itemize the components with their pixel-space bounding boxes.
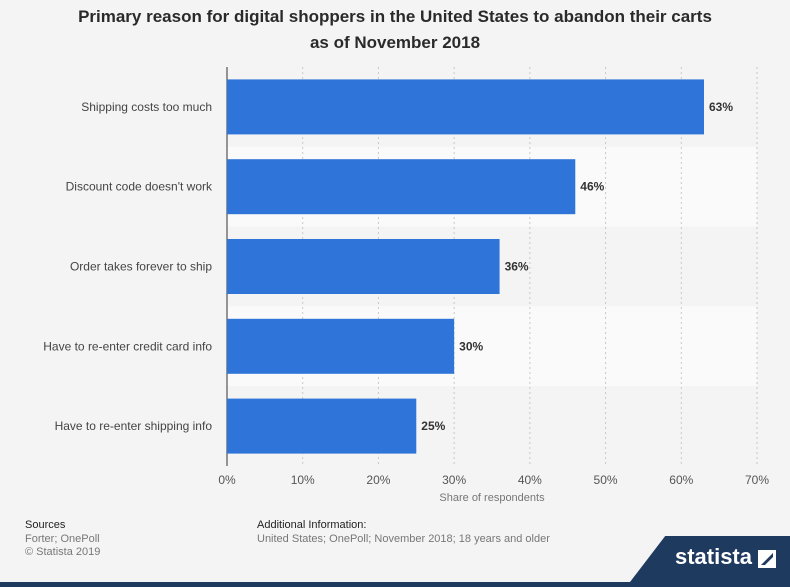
additional-info-text: United States; OnePoll; November 2018; 1… bbox=[257, 533, 550, 545]
sources-section: Sources Forter; OnePoll © Statista 2019 bbox=[25, 519, 100, 559]
x-axis-label: Share of respondents bbox=[439, 492, 545, 504]
x-tick-label: 10% bbox=[291, 473, 315, 487]
x-tick-label: 60% bbox=[669, 473, 693, 487]
sources-title: Sources bbox=[25, 519, 66, 531]
sources-line-1: Forter; OnePoll bbox=[25, 533, 100, 545]
chart-title: Primary reason for digital shoppers in t… bbox=[0, 4, 790, 56]
x-tick-label: 40% bbox=[518, 473, 542, 487]
data-label: 25% bbox=[421, 419, 445, 433]
data-label: 30% bbox=[459, 339, 483, 353]
x-tick-label: 70% bbox=[745, 473, 769, 487]
bar bbox=[227, 159, 576, 215]
category-label: Discount code doesn't work bbox=[66, 180, 213, 194]
category-label: Order takes forever to ship bbox=[70, 260, 212, 274]
brand-bottom-bar bbox=[0, 582, 790, 587]
sources-line-2: © Statista 2019 bbox=[25, 546, 101, 558]
additional-info-section: Additional Information: United States; O… bbox=[257, 519, 550, 546]
category-label: Have to re-enter credit card info bbox=[43, 339, 212, 353]
statista-logo-icon bbox=[758, 550, 776, 568]
bar-chart: 0% 10% 20% 30% 40% 50% 60% 70% Shipping costs to… bbox=[43, 67, 769, 504]
category-label: Shipping costs too much bbox=[81, 100, 212, 114]
category-label: Have to re-enter shipping info bbox=[55, 419, 213, 433]
data-label: 46% bbox=[580, 180, 604, 194]
chart-title-line-2: as of November 2018 bbox=[309, 33, 481, 52]
data-label: 36% bbox=[505, 260, 529, 274]
bar bbox=[227, 239, 500, 294]
additional-info-title: Additional Information: bbox=[257, 519, 367, 531]
x-tick-label: 0% bbox=[218, 473, 236, 487]
x-tick-label: 30% bbox=[442, 473, 466, 487]
bar bbox=[227, 318, 455, 374]
chart-title-line-1: Primary reason for digital shoppers in t… bbox=[78, 7, 712, 26]
x-tick-label: 20% bbox=[366, 473, 390, 487]
x-tick-label: 50% bbox=[594, 473, 618, 487]
brand-name[interactable]: statista bbox=[674, 544, 752, 569]
bar bbox=[227, 79, 704, 135]
bar bbox=[227, 398, 417, 454]
data-label: 63% bbox=[709, 100, 733, 114]
